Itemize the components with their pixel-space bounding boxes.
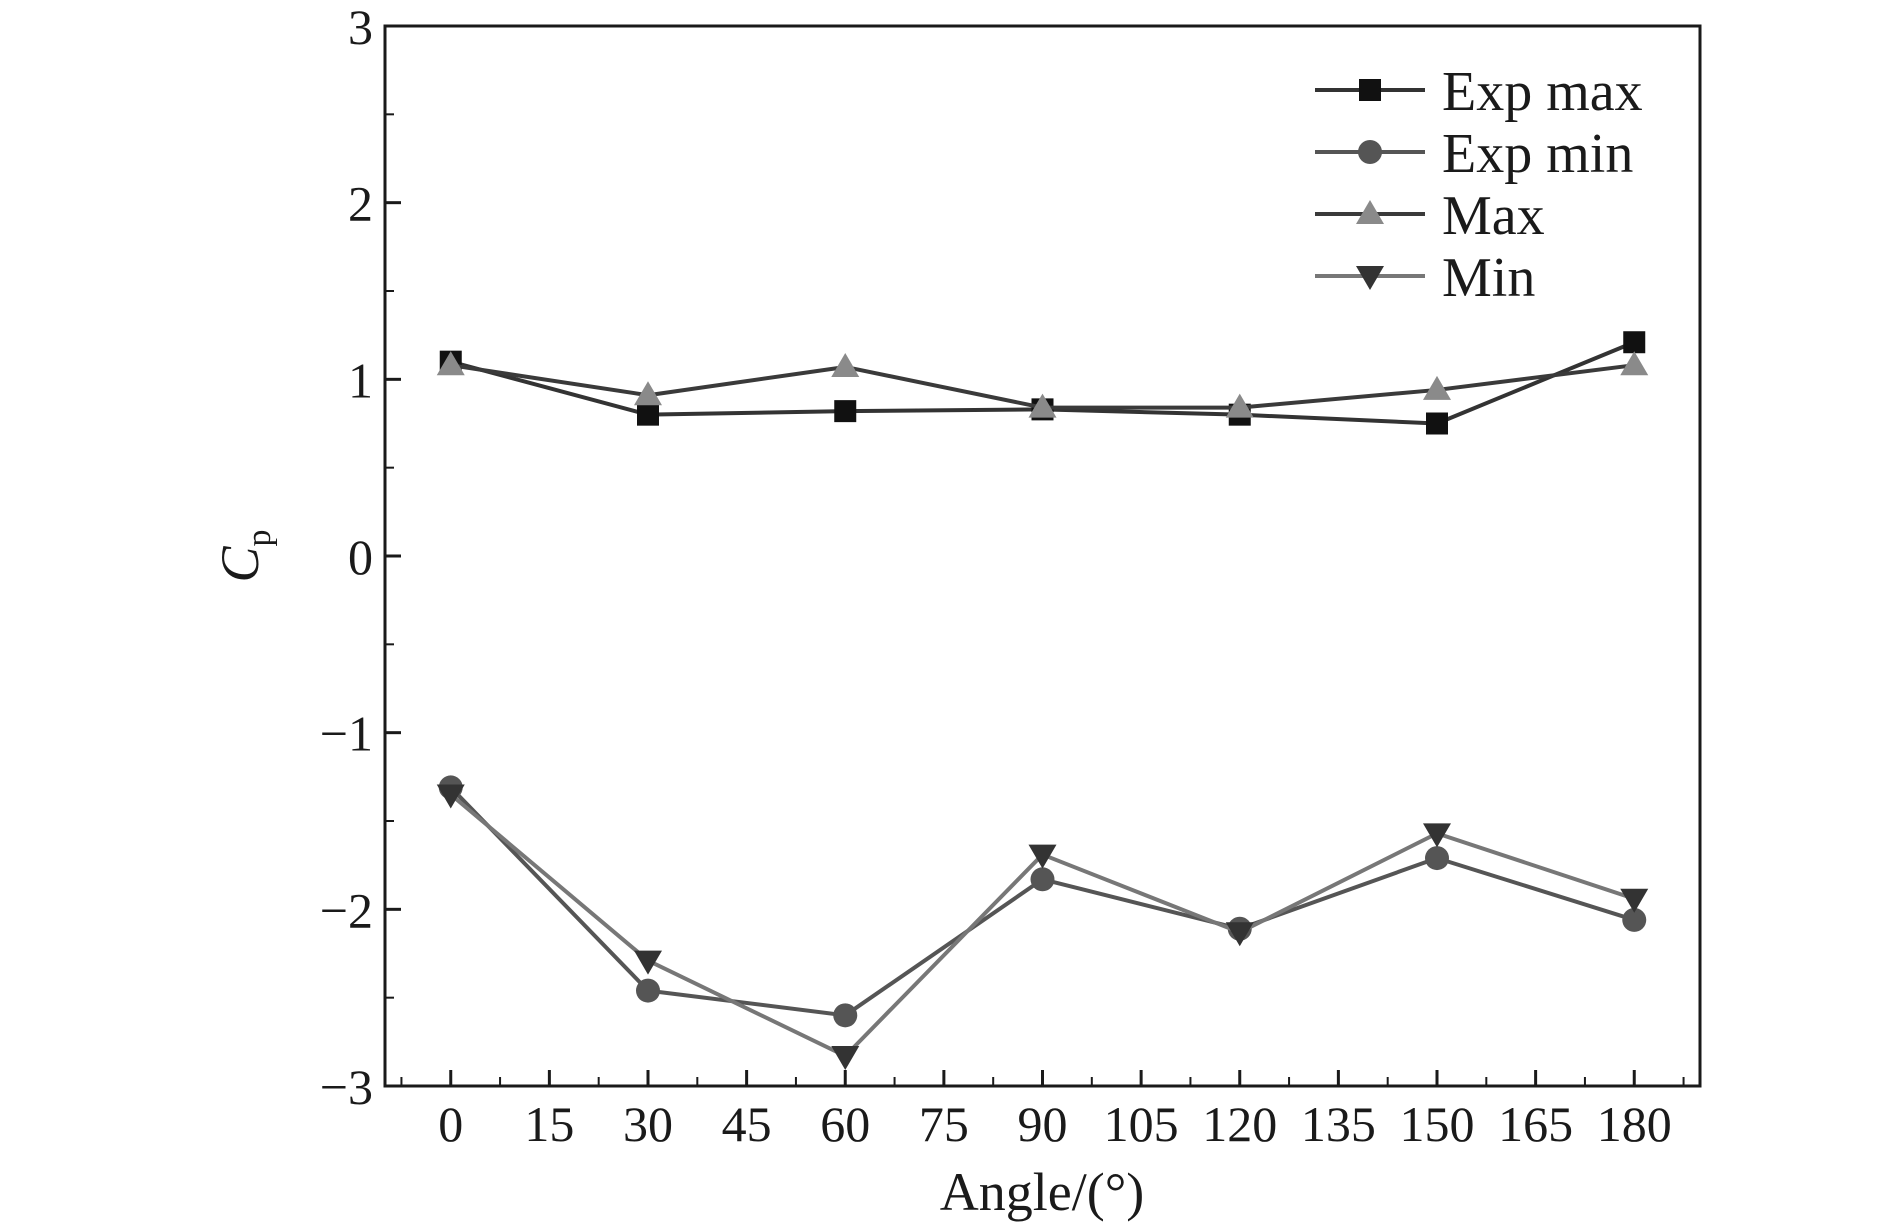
legend-label: Max (1442, 185, 1545, 247)
data-point (1622, 907, 1647, 932)
data-point (1028, 393, 1057, 418)
y-tick-label: −2 (320, 882, 373, 938)
x-tick-label: 120 (1202, 1096, 1277, 1152)
data-point (1030, 867, 1055, 892)
x-tick-label: 30 (623, 1096, 673, 1152)
legend-label: Min (1442, 247, 1535, 309)
x-axis-title: Angle/(°) (940, 1162, 1145, 1222)
legend-entry: Exp max (1315, 61, 1643, 123)
legend-marker (1356, 200, 1384, 224)
data-point (1028, 844, 1057, 869)
data-point (1623, 331, 1646, 354)
legend-label: Exp min (1442, 123, 1633, 185)
y-axis-title: Cp (210, 529, 278, 582)
data-point (833, 1003, 858, 1028)
y-tick-label: −3 (320, 1059, 373, 1115)
data-point (636, 978, 660, 1003)
x-tick-label: 15 (524, 1096, 574, 1152)
data-point (634, 950, 662, 975)
x-tick-label: 90 (1018, 1096, 1068, 1152)
data-point (831, 352, 860, 377)
plot-series (436, 331, 1649, 1070)
data-point (1620, 351, 1649, 376)
legend-marker (1358, 140, 1382, 164)
y-tick-label: 3 (348, 0, 373, 55)
data-point (637, 403, 659, 426)
series-max (436, 351, 1649, 418)
legend-marker (1356, 266, 1384, 290)
legend-label: Exp max (1442, 61, 1643, 123)
legend-marker (1359, 79, 1381, 101)
x-tick-label: 105 (1104, 1096, 1179, 1152)
legend-entry: Min (1315, 247, 1535, 309)
series-line (449, 792, 1635, 1058)
series-exp-max (439, 331, 1646, 435)
plot-frame (383, 24, 1702, 1088)
series-exp-min (438, 775, 1647, 1028)
y-axis-title-main: C (210, 546, 270, 583)
data-point (1620, 888, 1649, 913)
data-point (634, 381, 662, 406)
data-point (1425, 846, 1449, 871)
data-point (1423, 823, 1451, 848)
data-point (1225, 393, 1254, 418)
x-tick-label: 165 (1498, 1096, 1573, 1152)
data-point (1423, 375, 1451, 400)
x-tick-label: 60 (820, 1096, 870, 1152)
series-min (436, 784, 1649, 1070)
x-tick-label: 180 (1597, 1096, 1672, 1152)
x-tick-label: 150 (1400, 1096, 1475, 1152)
y-axis-title-sub: p (241, 529, 278, 546)
x-tick-label: 135 (1301, 1096, 1376, 1152)
data-point (1426, 412, 1448, 435)
legend-entry: Exp min (1315, 123, 1633, 185)
x-tick-label: 0 (438, 1096, 463, 1152)
y-tick-label: −1 (320, 706, 373, 762)
legend-entry: Max (1315, 185, 1545, 247)
data-point (831, 1045, 860, 1070)
data-point (1225, 922, 1254, 947)
y-tick-label: 2 (348, 176, 373, 232)
series-line (449, 786, 1635, 1018)
data-point (436, 351, 465, 376)
y-tick-label: 1 (348, 352, 373, 408)
x-tick-label: 75 (919, 1096, 969, 1152)
data-point (436, 784, 465, 809)
y-tick-label: 0 (348, 529, 373, 585)
x-tick-label: 45 (722, 1096, 772, 1152)
data-point (834, 400, 857, 423)
